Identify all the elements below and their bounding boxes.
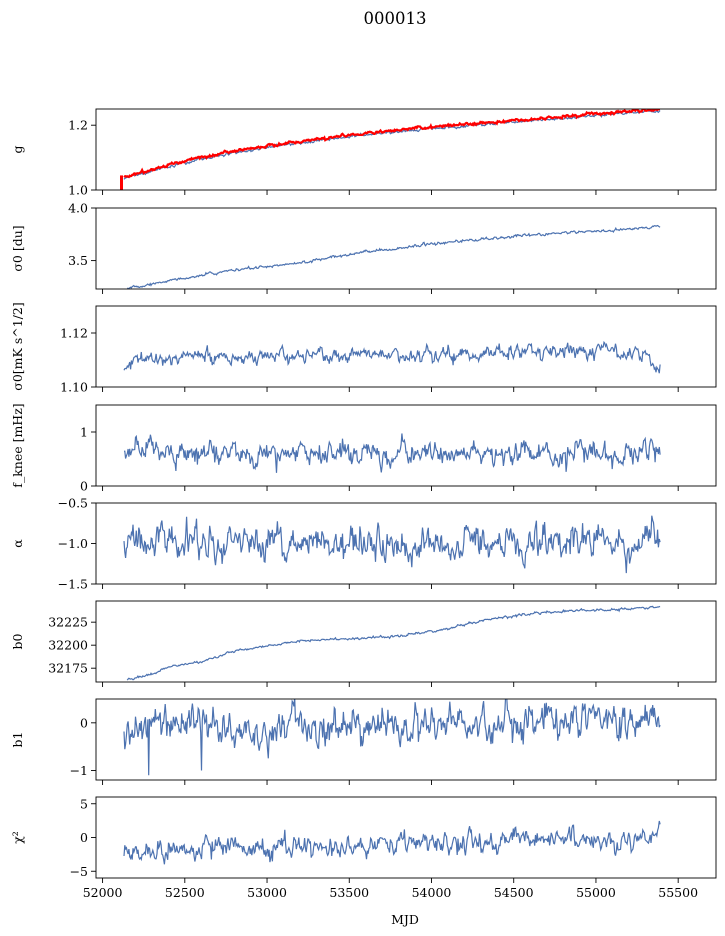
series-line [123,340,661,374]
y-tick-label: 32225 [48,615,88,630]
y-tick-label: −1.5 [58,577,88,592]
y-tick-label: −0.5 [58,496,88,511]
panel-6: 32175 32200 32225 b0 [10,600,717,687]
x-tick-label: 55500 [658,885,698,900]
y-tick-label: 0 [80,715,88,730]
series-line [123,109,661,179]
series-line [123,699,661,776]
y-tick-label: 1.2 [68,118,88,133]
y-axis-label: g [10,145,25,153]
x-tick-label: 52000 [83,885,123,900]
y-tick-label: 0 [80,479,88,494]
y-tick-label: 4.0 [68,201,88,216]
axes-frame [95,796,717,879]
x-tick-label: 55000 [576,885,616,900]
figure-title: 000013 [364,9,427,28]
y-axis-label: b0 [10,633,25,649]
panel-2: 3.5 4.0 σ0 [du] [10,201,717,294]
y-axis-label: α [10,539,25,548]
y-tick-label: 5 [80,796,88,811]
x-tick-label: 53500 [329,885,369,900]
panel-5: −1.5 −1.0 −0.5 α [10,496,717,592]
panel-7: −1 0 b1 [10,698,717,785]
y-axis-label: σ0[mK s^1/2] [10,302,25,390]
series-line [123,515,661,574]
y-tick-label: −1 [70,763,88,778]
series-line [126,605,661,681]
y-tick-label: 32200 [48,638,88,653]
axes-frame [95,207,717,290]
panel-1: 1.0 1.2 g [10,108,717,198]
x-tick-label: 54000 [412,885,452,900]
y-tick-label: −1.0 [58,536,88,551]
series-line [123,820,661,865]
series-line [126,224,661,289]
y-tick-label: 1.12 [60,326,88,341]
y-axis-label: σ0 [du] [10,225,25,271]
y-tick-label: 1.0 [68,183,88,198]
axes-frame [95,600,717,683]
axes-frame [95,698,717,781]
x-axis-label: MJD [391,912,419,927]
panel-8: −5 0 5 52000 52500 53000 53500 54000 54500 55000 5… [10,796,717,900]
axes-frame [95,108,717,191]
axes-frame [95,305,717,388]
y-tick-label: 1.10 [60,380,88,395]
y-tick-label: 32175 [48,661,88,676]
y-tick-label: 1 [80,425,88,440]
y-axis-label: χ² [10,831,25,844]
y-axis-label: f_knee [mHz] [10,403,25,487]
panel-4: 0 1 f_knee [mHz] [10,403,717,494]
panel-3: 1.10 1.12 σ0[mK s^1/2] [10,302,717,395]
x-tick-label: 53000 [247,885,287,900]
y-axis-label: b1 [10,732,25,748]
x-tick-label: 52500 [165,885,205,900]
x-tick-label: 54500 [494,885,534,900]
series-line [123,109,661,180]
y-tick-label: 3.5 [68,253,88,268]
axes-frame [95,404,717,487]
y-tick-label: −5 [70,864,88,879]
y-tick-label: 0 [80,830,88,845]
series-line [124,433,661,473]
